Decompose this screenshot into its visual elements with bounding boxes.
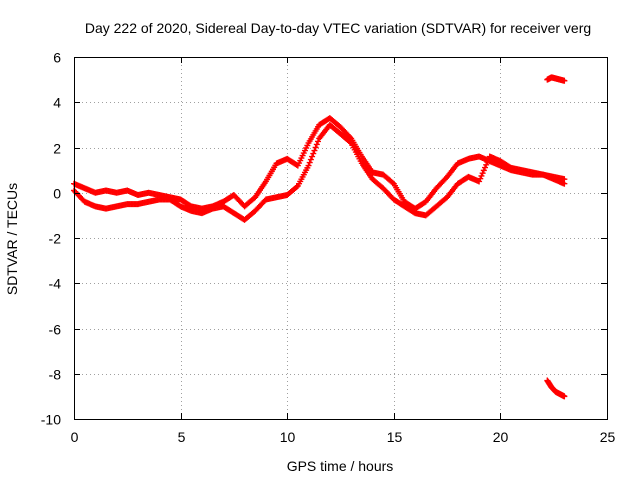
- y-tick-label: 2: [53, 141, 61, 157]
- data-point: [561, 180, 568, 187]
- data-point: [312, 144, 319, 151]
- x-tick-label: 5: [178, 429, 186, 445]
- data-point: [477, 175, 484, 182]
- series-outlier-low: [544, 377, 568, 400]
- data-point: [476, 178, 483, 185]
- data-point: [479, 170, 486, 177]
- grid-layer: [74, 57, 607, 419]
- data-point: [309, 153, 316, 160]
- series-outlier-high: [544, 74, 568, 84]
- ticks-layer: 0 5 10 15 20 25 -10 -8 -6 -4 -2 0 2 4 6: [41, 50, 616, 446]
- data-point: [482, 164, 489, 171]
- y-tick-label: -6: [49, 322, 62, 338]
- data-point: [484, 159, 491, 166]
- x-tick-label: 0: [71, 429, 79, 445]
- data-point: [483, 161, 490, 168]
- chart-title: Day 222 of 2020, Sidereal Day-to-day VTE…: [85, 20, 591, 36]
- data-point: [293, 183, 300, 190]
- series-track-b: [71, 121, 568, 223]
- data-point: [561, 393, 568, 400]
- x-tick-label: 20: [493, 429, 509, 445]
- data-point: [480, 167, 487, 174]
- data-point: [561, 77, 568, 84]
- x-tick-label: 10: [280, 429, 296, 445]
- series-track-a: [71, 115, 568, 212]
- data-point: [306, 159, 313, 166]
- x-tick-label: 15: [387, 429, 403, 445]
- data-point: [305, 162, 312, 169]
- y-tick-label: -4: [49, 276, 62, 292]
- y-tick-label: 4: [53, 95, 61, 111]
- data-point: [389, 179, 396, 186]
- data-point: [314, 138, 321, 145]
- y-tick-label: -10: [41, 412, 61, 428]
- y-tick-label: 6: [53, 50, 61, 66]
- y-axis-label: SDTVAR / TECUs: [4, 183, 20, 295]
- points-layer: [71, 74, 568, 400]
- data-point: [478, 172, 485, 179]
- data-point: [313, 141, 320, 148]
- x-axis-label: GPS time / hours: [287, 458, 394, 474]
- y-tick-label: -8: [49, 367, 62, 383]
- y-tick-label: 0: [53, 186, 61, 202]
- data-point: [346, 138, 353, 145]
- y-tick-label: -2: [49, 231, 62, 247]
- x-tick-label: 25: [600, 429, 616, 445]
- data-point: [310, 150, 317, 157]
- data-point: [307, 156, 314, 163]
- data-point: [311, 147, 318, 154]
